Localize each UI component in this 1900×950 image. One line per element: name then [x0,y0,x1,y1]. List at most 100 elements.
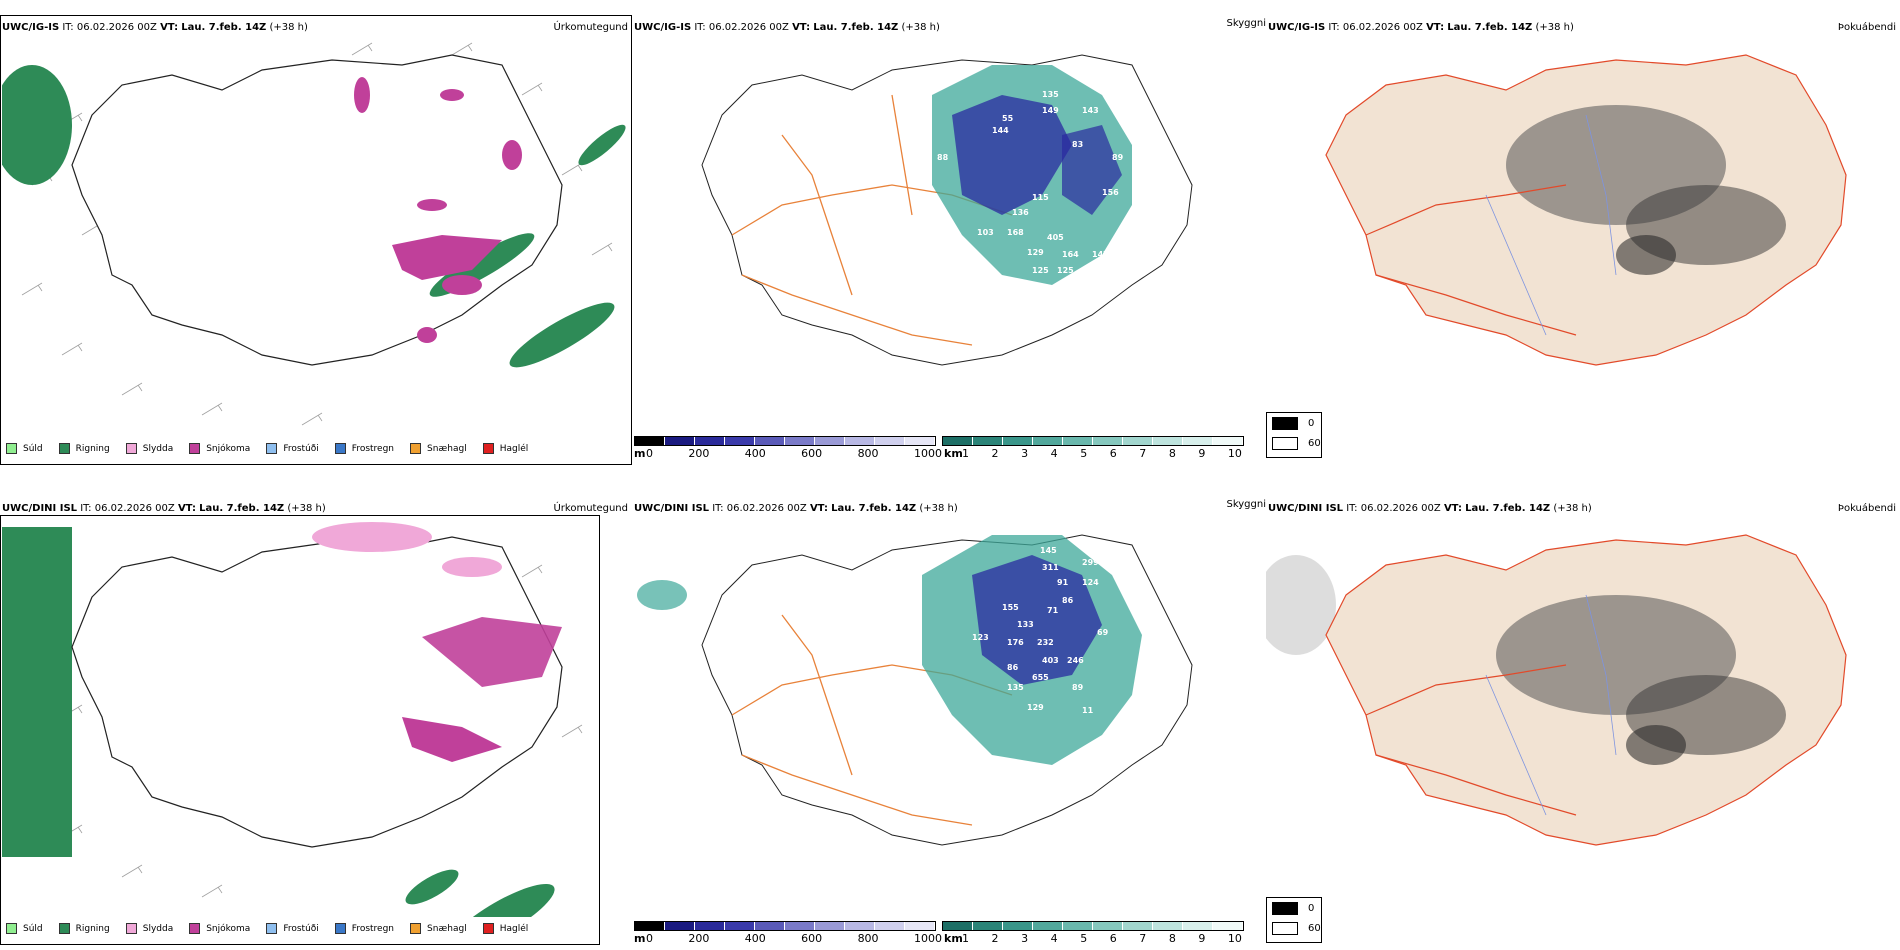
visibility-unit: km [944,932,963,945]
svg-text:55: 55 [1002,114,1014,123]
map-frame [0,515,600,945]
panel-header: UWC/IG-IS IT: 06.02.2026 00Z VT: Lau. 7.… [634,22,940,33]
svg-text:86: 86 [1062,596,1074,605]
panel-title: Úrkomutegund [553,503,628,514]
panel-header: UWC/DINI ISL IT: 06.02.2026 00Z VT: Lau.… [1268,503,1592,514]
svg-text:145: 145 [1040,546,1057,555]
svg-text:91: 91 [1057,578,1069,587]
legend-item: Snæhagl [410,923,467,934]
svg-text:176: 176 [1007,638,1024,647]
panel-header: UWC/IG-IS IT: 06.02.2026 00Z VT: Lau. 7.… [1268,22,1574,33]
svg-text:299: 299 [1082,558,1099,567]
svg-text:232: 232 [1037,638,1054,647]
svg-text:168: 168 [1007,228,1024,237]
iceland-outline [71,54,563,366]
svg-text:102: 102 [1052,528,1069,537]
svg-text:69: 69 [1097,628,1109,637]
svg-text:155: 155 [1002,603,1019,612]
svg-text:83: 83 [1072,140,1083,149]
panel-title: Þokuábendi [1837,22,1896,33]
visibility-ticks: 1 2 3 4 5 6 7 8 9 10 [962,932,1242,945]
svg-text:86: 86 [1007,663,1019,672]
height-unit: m [634,447,646,460]
legend-item: Snjókoma [189,443,250,454]
svg-text:89: 89 [1112,153,1124,162]
panel-header: UWC/DINI ISL IT: 06.02.2026 00Z VT: Lau.… [634,503,958,514]
fog-map [1266,534,1847,846]
svg-text:246: 246 [1067,656,1084,665]
visibility-map: 102 145 311 299 91 124 86 71 155 133 123… [637,528,1193,846]
precip-map [2,42,626,426]
panel-title: Úrkomutegund [553,22,628,33]
visibility-colorbar [942,436,1244,446]
svg-text:11: 11 [1082,706,1094,715]
iceland-outline [71,536,563,848]
visibility-unit: km [944,447,963,460]
legend-item: Rigning [58,923,110,934]
visibility-panel-bottom: UWC/DINI ISL IT: 06.02.2026 00Z VT: Lau.… [632,485,1266,950]
svg-text:311: 311 [1042,563,1059,572]
height-colorbar [634,921,936,931]
legend-item: Rigning [58,443,110,454]
svg-text:156: 156 [1102,188,1119,197]
svg-text:125: 125 [1057,266,1074,275]
svg-text:403: 403 [1042,656,1059,665]
svg-text:71: 71 [1047,606,1059,615]
height-ticks: 0 200 400 600 800 1000 [646,447,942,460]
legend-item: Snjókoma [189,923,250,934]
svg-text:125: 125 [1032,266,1049,275]
svg-text:103: 103 [977,228,994,237]
height-ticks: 0 200 400 600 800 1000 [646,932,942,945]
svg-text:405: 405 [1047,233,1064,242]
fog-scale: 0 60 [1266,412,1322,458]
panel-title: Skyggni [1226,499,1266,510]
legend-item: Súld [6,443,43,454]
svg-text:129: 129 [1027,248,1044,257]
height-unit: m [634,932,646,945]
svg-text:149: 149 [1042,106,1059,115]
legend-item: Súld [6,923,43,934]
svg-text:144: 144 [992,126,1009,135]
map-frame [0,15,632,465]
svg-text:655: 655 [1032,673,1049,682]
legend-item: Snæhagl [410,443,467,454]
svg-text:129: 129 [1027,703,1044,712]
precip-legend: Súld Rigning Slydda Snjókoma Frostúði Fr… [6,923,544,934]
svg-text:135: 135 [1042,90,1059,99]
visibility-labels: 102 145 311 299 91 124 86 71 155 133 123… [972,528,1109,715]
svg-text:124: 124 [1082,578,1099,587]
svg-text:143: 143 [1082,106,1099,115]
legend-item: Frostregn [334,443,394,454]
panel-header: UWC/IG-IS IT: 06.02.2026 00Z VT: Lau. 7.… [2,22,308,33]
svg-text:147: 147 [1092,250,1109,259]
precip-type-panel-bottom: UWC/DINI ISL IT: 06.02.2026 00Z VT: Lau.… [0,485,632,950]
visibility-ticks: 1 2 3 4 5 6 7 8 9 10 [962,447,1242,460]
legend-item: Slydda [125,443,173,454]
legend-item: Slydda [125,923,173,934]
legend-item: Haglél [482,443,528,454]
legend-item: Frostúði [266,443,319,454]
legend-item: Frostúði [266,923,319,934]
legend-item: Haglél [482,923,528,934]
svg-text:133: 133 [1017,620,1034,629]
panel-title: Skyggni [1226,18,1266,29]
wind-barbs [61,564,583,898]
visibility-map: 135 149 143 55 144 83 88 89 156 115 136 … [701,54,1193,366]
precip-map [2,522,583,917]
legend-item: Frostregn [334,923,394,934]
precip-legend: Súld Rigning Slydda Snjókoma Frostúði Fr… [6,443,544,454]
svg-text:135: 135 [1007,683,1024,692]
fog-scale: 0 60 [1266,897,1322,943]
visibility-labels: 135 149 143 55 144 83 88 89 156 115 136 … [937,90,1124,275]
svg-text:89: 89 [1072,683,1084,692]
fog-index-panel-bottom: UWC/DINI ISL IT: 06.02.2026 00Z VT: Lau.… [1266,485,1900,950]
svg-text:164: 164 [1062,250,1079,259]
visibility-colorbar [942,921,1244,931]
fog-index-panel-top: UWC/IG-IS IT: 06.02.2026 00Z VT: Lau. 7.… [1266,0,1900,465]
panel-header: UWC/DINI ISL IT: 06.02.2026 00Z VT: Lau.… [2,503,326,514]
svg-text:136: 136 [1012,208,1029,217]
panel-title: Þokuábendi [1837,503,1896,514]
svg-text:123: 123 [972,633,989,642]
height-colorbar [634,436,936,446]
svg-text:88: 88 [937,153,949,162]
